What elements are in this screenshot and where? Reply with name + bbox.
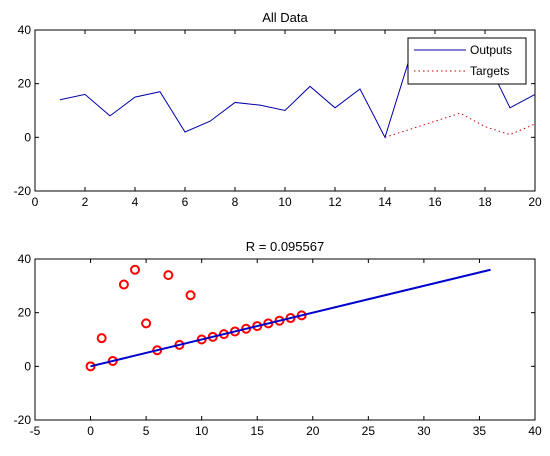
x-tick-label: 6 — [182, 195, 189, 209]
x-tick-label: 20 — [528, 195, 542, 209]
x-tick-label: 2 — [82, 195, 89, 209]
legend-box — [407, 37, 527, 85]
y-tick-label: 40 — [18, 23, 32, 37]
scatter-point — [185, 290, 196, 301]
chart-title-1: R = 0.095567 — [246, 239, 324, 254]
x-tick-label: 14 — [378, 195, 392, 209]
y-tick-label: 0 — [24, 130, 31, 144]
y-tick-label: 20 — [18, 306, 32, 320]
chart-title-0: All Data — [262, 10, 308, 25]
plot-area-1 — [85, 264, 491, 372]
x-tick-label: 20 — [306, 424, 320, 438]
y-tick-label: -20 — [14, 413, 32, 427]
y-tick-label: 40 — [18, 252, 32, 266]
x-tick-label: 40 — [528, 424, 542, 438]
plot-frame-1 — [34, 258, 536, 421]
x-tick-label: 10 — [195, 424, 209, 438]
x-tick-label: 10 — [278, 195, 292, 209]
x-tick-label: 35 — [473, 424, 487, 438]
x-tick-label: 4 — [132, 195, 139, 209]
scatter-point — [141, 318, 152, 329]
x-tick-label: -5 — [30, 424, 41, 438]
scatter-point — [163, 270, 174, 281]
x-tick-label: 12 — [328, 195, 342, 209]
legend-label-targets: Targets — [470, 64, 509, 78]
x-tick-label: 0 — [87, 424, 94, 438]
x-tick-label: 15 — [251, 424, 265, 438]
x-tick-label: 30 — [417, 424, 431, 438]
y-tick-label: 20 — [18, 77, 32, 91]
x-tick-label: 16 — [428, 195, 442, 209]
scatter-point — [96, 333, 107, 344]
x-tick-label: 8 — [232, 195, 239, 209]
scatter-point — [130, 264, 140, 275]
x-tick-label: 25 — [362, 424, 376, 438]
x-tick-label: 18 — [478, 195, 492, 209]
x-tick-label: 0 — [32, 195, 39, 209]
x-tick-label: 5 — [143, 424, 150, 438]
y-tick-label: 0 — [24, 359, 31, 373]
y-tick-label: -20 — [14, 184, 32, 198]
legend-label-outputs: Outputs — [470, 43, 512, 57]
fit-line — [90, 268, 491, 368]
scatter-point — [118, 279, 129, 290]
